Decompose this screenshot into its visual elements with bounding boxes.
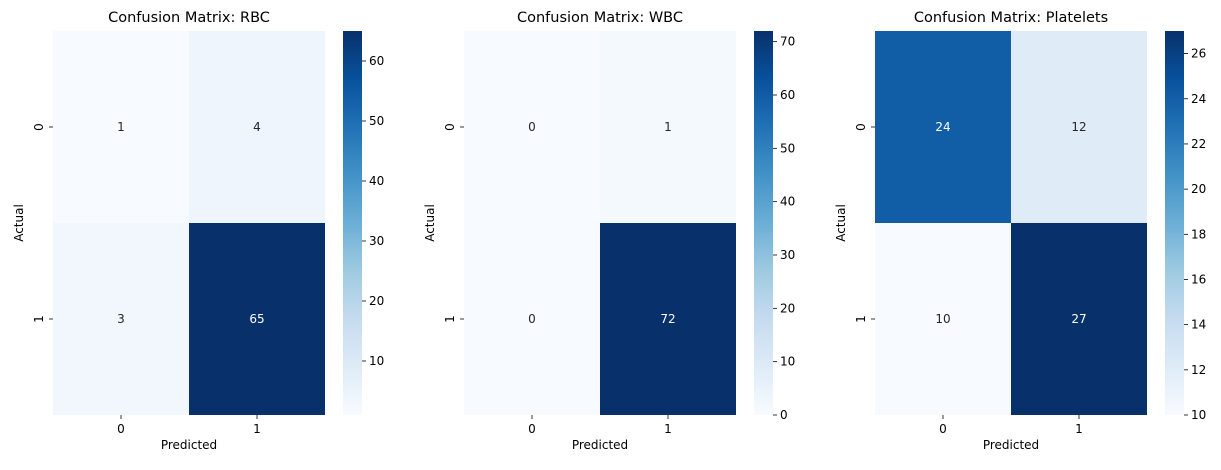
colorbar-tick-label-5: 60 bbox=[369, 54, 384, 68]
heatmap-cell-r1-c1 bbox=[600, 223, 736, 415]
colorbar-tick-label-3: 40 bbox=[369, 174, 384, 188]
heatmap-cell-r0-c1 bbox=[189, 31, 325, 223]
y-axis-label: Actual bbox=[423, 204, 437, 242]
colorbar-tick-label-1: 20 bbox=[369, 294, 384, 308]
heatmap-cell-r1-c0 bbox=[875, 223, 1011, 415]
colorbar-tick-label-1: 12 bbox=[1191, 363, 1206, 377]
x-axis-label: Predicted bbox=[983, 438, 1039, 452]
colorbar-tick-label-6: 22 bbox=[1191, 137, 1206, 151]
colorbar-tick-label-3: 16 bbox=[1191, 272, 1206, 286]
colorbar-tick-label-7: 24 bbox=[1191, 92, 1206, 106]
colorbar-tick-label-4: 50 bbox=[369, 114, 384, 128]
cell-value-label-r0-c1: 1 bbox=[664, 120, 672, 134]
heatmap-cell-r1-c1 bbox=[1011, 223, 1147, 415]
y-tick-label-1: 1 bbox=[443, 315, 457, 323]
x-tick-label-1: 1 bbox=[253, 422, 261, 436]
colorbar-tick-label-7: 70 bbox=[780, 35, 795, 49]
chart-title: Confusion Matrix: Platelets bbox=[914, 10, 1108, 26]
colorbar-tick-label-6: 60 bbox=[780, 88, 795, 102]
cell-value-label-r1-c0: 0 bbox=[528, 312, 536, 326]
x-tick-label-0: 0 bbox=[528, 422, 536, 436]
heatmap-cell-r0-c0 bbox=[53, 31, 189, 223]
cell-value-label-r0-c0: 24 bbox=[935, 120, 950, 134]
y-tick-label-1: 1 bbox=[32, 315, 46, 323]
colorbar-tick-label-4: 18 bbox=[1191, 227, 1206, 241]
x-axis-label: Predicted bbox=[161, 438, 217, 452]
colorbar bbox=[1165, 31, 1184, 415]
heatmap-cell-r0-c0 bbox=[875, 31, 1011, 223]
heatmap-cell-r1-c1 bbox=[189, 223, 325, 415]
colorbar bbox=[754, 31, 773, 415]
chart-title: Confusion Matrix: WBC bbox=[517, 10, 683, 26]
heatmap-cell-r1-c0 bbox=[53, 223, 189, 415]
heatmap-cell-r0-c0 bbox=[464, 31, 600, 223]
heatmap-cell-r0-c1 bbox=[1011, 31, 1147, 223]
colorbar-tick-label-0: 10 bbox=[369, 354, 384, 368]
y-tick-label-0: 0 bbox=[854, 123, 868, 131]
x-tick-label-0: 0 bbox=[939, 422, 947, 436]
colorbar-tick-label-2: 30 bbox=[369, 234, 384, 248]
cell-value-label-r1-c1: 65 bbox=[249, 312, 264, 326]
cell-value-label-r0-c0: 0 bbox=[528, 120, 536, 134]
cell-value-label-r1-c1: 72 bbox=[660, 312, 675, 326]
y-tick-label-1: 1 bbox=[854, 315, 868, 323]
y-axis-label: Actual bbox=[12, 204, 26, 242]
heatmap-cell-r0-c1 bbox=[600, 31, 736, 223]
colorbar-tick-label-8: 26 bbox=[1191, 47, 1206, 61]
x-axis-label: Predicted bbox=[572, 438, 628, 452]
chart-title: Confusion Matrix: RBC bbox=[108, 10, 270, 26]
colorbar-tick-label-3: 30 bbox=[780, 248, 795, 262]
colorbar-tick-label-0: 10 bbox=[1191, 408, 1206, 422]
cell-value-label-r1-c0: 3 bbox=[117, 312, 125, 326]
cell-value-label-r0-c1: 12 bbox=[1071, 120, 1086, 134]
cell-value-label-r0-c0: 1 bbox=[117, 120, 125, 134]
colorbar-tick-label-1: 10 bbox=[780, 355, 795, 369]
y-tick-label-0: 0 bbox=[32, 123, 46, 131]
colorbar-tick-label-0: 0 bbox=[780, 408, 788, 422]
y-tick-label-0: 0 bbox=[443, 123, 457, 131]
cell-value-label-r1-c0: 10 bbox=[935, 312, 950, 326]
colorbar-tick-label-4: 40 bbox=[780, 195, 795, 209]
colorbar-tick-label-2: 14 bbox=[1191, 318, 1206, 332]
cell-value-label-r0-c1: 4 bbox=[253, 120, 261, 134]
colorbar-tick-label-5: 20 bbox=[1191, 182, 1206, 196]
cell-value-label-r1-c1: 27 bbox=[1071, 312, 1086, 326]
x-tick-label-0: 0 bbox=[117, 422, 125, 436]
colorbar-tick-label-5: 50 bbox=[780, 141, 795, 155]
colorbar-tick-label-2: 20 bbox=[780, 301, 795, 315]
x-tick-label-1: 1 bbox=[1075, 422, 1083, 436]
x-tick-label-1: 1 bbox=[664, 422, 672, 436]
heatmap-cell-r1-c0 bbox=[464, 223, 600, 415]
colorbar bbox=[343, 31, 362, 415]
y-axis-label: Actual bbox=[834, 204, 848, 242]
